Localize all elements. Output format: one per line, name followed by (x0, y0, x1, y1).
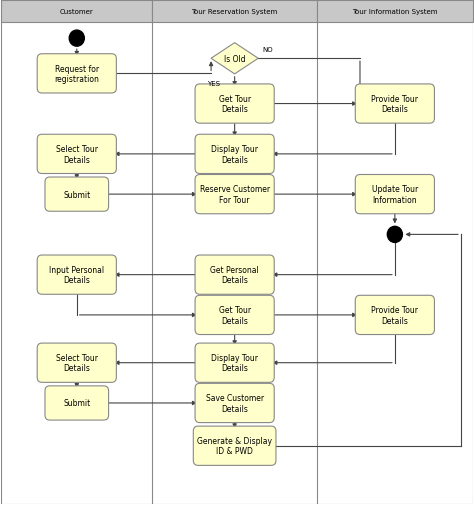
FancyBboxPatch shape (37, 343, 117, 383)
Circle shape (387, 227, 402, 243)
Text: Input Personal
Details: Input Personal Details (49, 266, 104, 285)
FancyBboxPatch shape (195, 175, 274, 214)
Text: Update Tour
Information: Update Tour Information (372, 185, 418, 205)
FancyBboxPatch shape (37, 256, 117, 295)
Bar (317, 2, 473, 23)
Bar (1, 2, 152, 23)
FancyBboxPatch shape (356, 175, 435, 214)
FancyBboxPatch shape (195, 256, 274, 295)
Text: Submit: Submit (63, 190, 91, 199)
FancyBboxPatch shape (356, 296, 435, 335)
Text: Select Tour
Details: Select Tour Details (56, 145, 98, 164)
Text: Reserve Customer
For Tour: Reserve Customer For Tour (200, 185, 270, 205)
FancyBboxPatch shape (195, 296, 274, 335)
FancyBboxPatch shape (193, 426, 276, 466)
Text: Provide Tour
Details: Provide Tour Details (371, 306, 419, 325)
Text: Save Customer
Details: Save Customer Details (206, 393, 264, 413)
Polygon shape (211, 43, 258, 75)
Text: YES: YES (207, 81, 220, 87)
Circle shape (69, 31, 84, 47)
FancyBboxPatch shape (37, 135, 117, 174)
Text: Get Tour
Details: Get Tour Details (219, 94, 251, 114)
FancyBboxPatch shape (195, 85, 274, 124)
Text: Customer: Customer (60, 9, 94, 15)
FancyBboxPatch shape (356, 85, 435, 124)
Text: Get Personal
Details: Get Personal Details (210, 266, 259, 285)
Text: Display Tour
Details: Display Tour Details (211, 145, 258, 164)
Text: Select Tour
Details: Select Tour Details (56, 354, 98, 373)
FancyBboxPatch shape (195, 343, 274, 383)
Text: Tour Reservation System: Tour Reservation System (191, 9, 278, 15)
FancyBboxPatch shape (37, 55, 117, 94)
Text: Provide Tour
Details: Provide Tour Details (371, 94, 419, 114)
FancyBboxPatch shape (45, 386, 109, 420)
Text: Generate & Display
ID & PWD: Generate & Display ID & PWD (197, 436, 272, 456)
FancyBboxPatch shape (45, 178, 109, 212)
Text: Request for
registration: Request for registration (55, 65, 99, 84)
Bar (152, 2, 317, 23)
Text: Submit: Submit (63, 398, 91, 408)
Text: Get Tour
Details: Get Tour Details (219, 306, 251, 325)
FancyBboxPatch shape (195, 135, 274, 174)
Text: NO: NO (262, 47, 273, 53)
Text: Tour Information System: Tour Information System (352, 9, 438, 15)
FancyBboxPatch shape (195, 384, 274, 423)
Text: Is Old: Is Old (224, 55, 246, 64)
Text: Display Tour
Details: Display Tour Details (211, 354, 258, 373)
